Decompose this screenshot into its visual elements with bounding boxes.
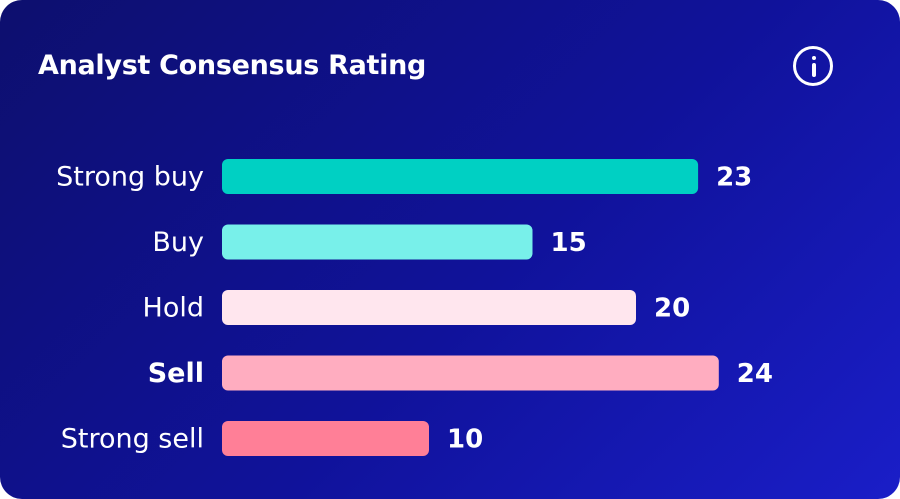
category-label-strong-sell: Strong sell xyxy=(61,424,204,455)
card-title: Analyst Consensus Rating xyxy=(38,50,427,81)
bar-buy xyxy=(222,224,533,260)
bar-strong-buy xyxy=(222,159,699,194)
bar-strong-sell xyxy=(222,421,429,456)
category-label-sell: Sell xyxy=(148,358,204,389)
value-label-buy: 15 xyxy=(551,228,587,258)
value-label-hold: 20 xyxy=(654,294,690,324)
value-label-sell: 24 xyxy=(737,359,773,389)
value-label-strong-sell: 10 xyxy=(447,425,483,455)
value-label-strong-buy: 23 xyxy=(716,163,752,193)
category-label-hold: Hold xyxy=(143,293,204,324)
category-label-strong-buy: Strong buy xyxy=(56,162,204,193)
bar-sell xyxy=(222,355,719,391)
bar-hold xyxy=(222,290,636,325)
info-icon[interactable] xyxy=(793,46,833,86)
category-label-buy: Buy xyxy=(152,227,204,258)
